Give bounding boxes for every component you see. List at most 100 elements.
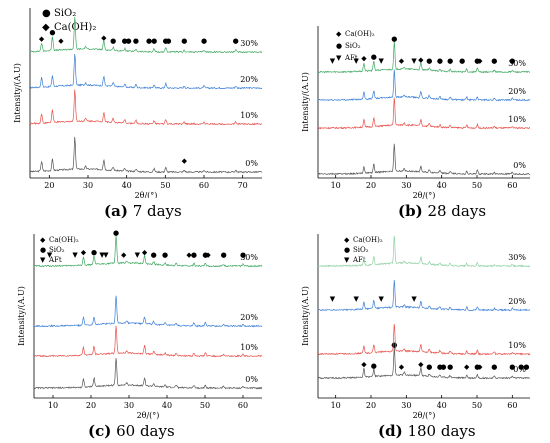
- x-tick-label: 60: [507, 401, 517, 410]
- phase-marker: ●: [447, 363, 453, 371]
- x-axis-label: 2θ/(°): [413, 411, 436, 420]
- caption-text: 60 days: [111, 422, 175, 440]
- x-tick-label: 10: [331, 181, 341, 190]
- phase-marker: ●: [202, 251, 208, 259]
- series-label: 10%: [240, 111, 258, 120]
- xrd-series-line: [317, 97, 531, 130]
- phase-marker: ◆: [464, 363, 470, 371]
- xrd-chart-180-days: 10 20 30 40 50 60 2θ/(°) Intensity/(A.U) ◆ Ca(OH)…: [290, 228, 548, 443]
- phase-marker: ◆: [142, 249, 148, 257]
- legend-label: AFt: [48, 256, 62, 264]
- series-label: 20%: [508, 87, 526, 96]
- legend-label: AFt: [344, 54, 358, 62]
- phase-marker: ▼: [411, 295, 417, 303]
- phase-marker: ▼: [353, 57, 359, 65]
- x-tick-label: 70: [238, 181, 248, 190]
- phase-marker: ◆: [477, 57, 483, 65]
- caption-letter: (c): [88, 422, 112, 440]
- phase-marker: ▼: [330, 57, 336, 65]
- xrd-series-line: [317, 41, 531, 74]
- legend-label: Ca(OH)₂: [49, 236, 79, 244]
- x-tick-label: 50: [472, 401, 482, 410]
- phase-marker: ●: [509, 57, 515, 65]
- phase-marker: ◆: [186, 251, 192, 259]
- phase-marker: ●: [233, 37, 239, 45]
- phase-marker: ●: [133, 37, 139, 45]
- xrd-chart-28-days: 10 20 30 40 50 60 2θ/(°) Intensity/(A.U) ◆ Ca(OH)…: [290, 18, 548, 222]
- legend-symbol: ●: [344, 246, 350, 254]
- legend-label: Ca(OH)₂: [345, 30, 375, 38]
- legend-symbol: ▼: [336, 54, 342, 62]
- legend-symbol: ●: [336, 42, 342, 50]
- phase-marker: ●: [437, 57, 443, 65]
- y-axis-label: Intensity/(A.U): [17, 286, 26, 346]
- x-axis-label: 2θ/(°): [137, 411, 160, 420]
- series-label: 30%: [240, 39, 258, 48]
- phase-marker: ●: [110, 37, 116, 45]
- phase-marker: ●: [426, 57, 432, 65]
- xrd-series-line: [317, 143, 531, 176]
- x-tick-label: 20: [366, 181, 376, 190]
- phase-marker: ◆: [361, 361, 367, 369]
- series-label: 30%: [508, 59, 526, 68]
- chart-caption: (a) 7 days: [104, 202, 182, 220]
- phase-marker: ●: [191, 251, 197, 259]
- series-label: 0%: [513, 365, 526, 374]
- series-label: 0%: [245, 375, 258, 384]
- caption-text: 180 days: [402, 422, 476, 440]
- caption-text: 7 days: [127, 202, 182, 220]
- xrd-chart-7-days: 20 30 40 50 60 70 2θ/(°) Intensity/(A.U) ● SiO₂ ◆ C…: [0, 0, 278, 222]
- series-label: 0%: [513, 161, 526, 170]
- phase-marker: ◆: [58, 37, 64, 45]
- phase-marker: ▼: [330, 295, 336, 303]
- legend-label: Ca(OH)₂: [353, 236, 383, 244]
- xrd-series-line: [33, 235, 263, 268]
- phase-marker: ●: [437, 363, 443, 371]
- x-tick-label: 20: [366, 401, 376, 410]
- phase-marker: ◆: [205, 251, 211, 259]
- phase-marker: ●: [474, 363, 480, 371]
- phase-marker: ◆: [121, 251, 127, 259]
- series-label: 0%: [245, 159, 258, 168]
- phase-marker: ◆: [39, 35, 45, 43]
- series-label: 30%: [508, 253, 526, 262]
- phase-marker: ◆: [101, 34, 107, 42]
- caption-text: 28 days: [422, 202, 487, 220]
- x-tick-label: 30: [83, 181, 93, 190]
- legend-label: SiO₂: [54, 8, 76, 19]
- xrd-series-line: [33, 325, 263, 358]
- phase-marker: ●: [474, 57, 480, 65]
- phase-marker: ●: [201, 37, 207, 45]
- phase-marker: ▼: [379, 295, 385, 303]
- phase-marker: ▼: [47, 251, 53, 259]
- phase-marker: ●: [391, 35, 397, 43]
- phase-marker: ●: [122, 37, 128, 45]
- phase-marker: ●: [181, 37, 187, 45]
- phase-marker: ▼: [135, 251, 141, 259]
- x-tick-label: 60: [199, 181, 209, 190]
- phase-marker: ●: [523, 363, 529, 371]
- phase-marker: ●: [509, 363, 515, 371]
- xrd-series-line: [29, 89, 263, 126]
- x-tick-label: 50: [472, 181, 482, 190]
- legend-symbol: ▼: [344, 256, 350, 264]
- phase-marker: ●: [146, 37, 152, 45]
- legend-symbol: ◆: [42, 22, 50, 33]
- x-axis-label: 2θ/(°): [135, 191, 158, 198]
- phase-marker: ●: [162, 251, 168, 259]
- phase-marker: ▼: [103, 251, 109, 259]
- phase-marker: ●: [91, 249, 97, 257]
- phase-marker: ●: [240, 251, 246, 259]
- x-tick-label: 40: [437, 181, 447, 190]
- x-tick-label: 40: [162, 401, 172, 410]
- phase-marker: ●: [49, 29, 55, 37]
- legend-label: SiO₂: [49, 246, 65, 254]
- phase-marker: ●: [371, 53, 377, 61]
- x-tick-label: 10: [331, 401, 341, 410]
- phase-marker: ●: [126, 37, 132, 45]
- phase-marker: ●: [165, 37, 171, 45]
